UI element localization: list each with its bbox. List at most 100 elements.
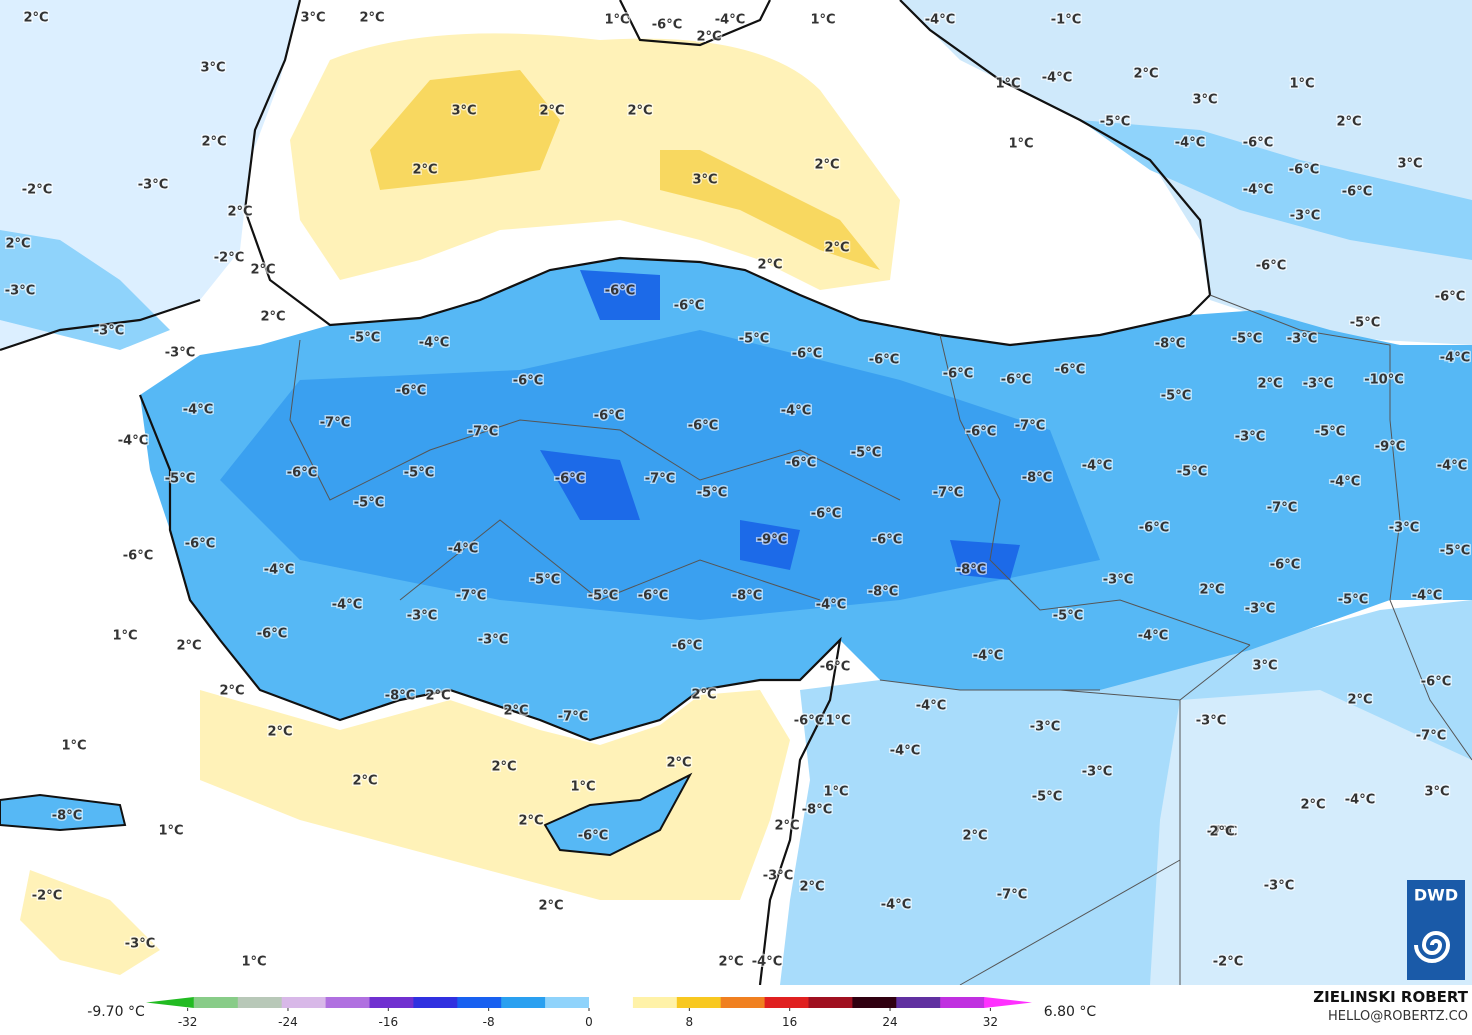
turkey-coldest (540, 270, 1020, 580)
temp-label: -2°C (32, 889, 62, 904)
temp-label: 2°C (539, 104, 564, 119)
temp-label: -4°C (264, 563, 294, 578)
temp-label: -6°C (605, 284, 635, 299)
temp-label: -6°C (966, 425, 996, 440)
crimea (619, 0, 771, 47)
logo-text: DWD (1414, 886, 1458, 905)
temp-label: -7°C (645, 472, 675, 487)
temp-label: -5°C (1053, 609, 1083, 624)
temp-label: -8°C (732, 589, 762, 604)
temp-label: 2°C (1209, 825, 1234, 840)
temp-label: -8°C (1155, 337, 1185, 352)
colorbar-segment (808, 997, 853, 1008)
temp-label: -7°C (933, 486, 963, 501)
warm-med (200, 690, 790, 900)
temp-label: -6°C (869, 353, 899, 368)
temp-label: -7°C (1015, 419, 1045, 434)
colorbar-end (984, 997, 1032, 1008)
temp-label: -7°C (1207, 825, 1237, 840)
colorbar-segment (632, 997, 678, 1008)
colorbar-segment (545, 997, 590, 1008)
temp-label: -2°C (22, 183, 52, 198)
temp-label: -6°C (123, 549, 153, 564)
temp-label: -4°C (973, 649, 1003, 664)
temp-label: -3°C (94, 324, 124, 339)
temp-label: 2°C (201, 135, 226, 150)
temp-label: -5°C (404, 466, 434, 481)
temp-label: 2°C (23, 11, 48, 26)
temp-label: 2°C (824, 241, 849, 256)
temp-label: -6°C (185, 537, 215, 552)
temp-label: -4°C (1138, 629, 1168, 644)
temp-label: 3°C (1252, 659, 1277, 674)
temp-label: -7°C (1416, 729, 1446, 744)
temp-label: -4°C (419, 336, 449, 351)
labels: 2°C 3°C 2°C 1°C -6°C -4°C 2°C 1°C -4°C -1°C 3°C 1°C… (3, 9, 1471, 971)
temp-label: -5°C (1315, 425, 1345, 440)
colorbar-segment (501, 997, 546, 1008)
temp-label: 1°C (570, 780, 595, 795)
temp-label: -6°C (786, 456, 816, 471)
temp-label: -6°C (555, 472, 585, 487)
caucasus-cold (1080, 120, 1472, 260)
temp-label: -5°C (1032, 790, 1062, 805)
temp-label: -6°C (1055, 363, 1085, 378)
temp-label: 3°C (1397, 157, 1422, 172)
temp-label: -5°C (1440, 544, 1470, 559)
south-coast (0, 298, 842, 986)
temp-label: -8°C (868, 585, 898, 600)
temp-label: -6°C (594, 409, 624, 424)
author: ZIELINSKI ROBERT (1313, 988, 1468, 1006)
colorbar-segment (896, 997, 941, 1008)
temp-label: -3°C (1303, 377, 1333, 392)
temp-label: -3°C (125, 937, 155, 952)
logo-spiral (1414, 931, 1451, 963)
temp-label: -6°C (513, 374, 543, 389)
temp-label: -6°C (794, 714, 824, 729)
colorbar-tick-label: 8 (686, 1015, 694, 1029)
temp-label: 2°C (359, 11, 384, 26)
temp-label: -3°C (1290, 209, 1320, 224)
temp-label: 2°C (1336, 115, 1361, 130)
temp-label: 2°C (518, 814, 543, 829)
temp-label: -1°C (1051, 13, 1081, 28)
temp-label: 2°C (799, 880, 824, 895)
temp-label: -6°C (396, 384, 426, 399)
temp-label: -3°C (478, 633, 508, 648)
temp-label: 2°C (227, 205, 252, 220)
cyprus (543, 772, 693, 857)
colorbar-segment (940, 997, 985, 1008)
temp-label: 1°C (810, 13, 835, 28)
temp-label: -4°C (1175, 136, 1205, 151)
temp-label: -8°C (1022, 471, 1052, 486)
temp-label: -4°C (1437, 459, 1467, 474)
colorbar-segment (369, 997, 414, 1008)
temp-label: -8°C (52, 809, 82, 824)
temp-label: 2°C (814, 158, 839, 173)
temp-label: 1°C (1289, 77, 1314, 92)
temp-label: -9°C (757, 533, 787, 548)
temp-label: -5°C (530, 573, 560, 588)
temp-label: 1°C (61, 739, 86, 754)
temp-label: -3°C (5, 284, 35, 299)
colorbar: -32 -24 -16 -8 0 8 16 24 32 (146, 997, 1032, 1029)
temp-label: -5°C (1100, 115, 1130, 130)
temp-label: -6°C (1421, 675, 1451, 690)
temp-label: -6°C (1256, 259, 1286, 274)
temp-label: 2°C (425, 689, 450, 704)
colorbar-segment (281, 997, 327, 1008)
temp-label: 2°C (503, 704, 528, 719)
temp-label: 1°C (825, 714, 850, 729)
temp-label: 1°C (112, 629, 137, 644)
temp-label: 3°C (1192, 93, 1217, 108)
temp-label: -7°C (997, 888, 1027, 903)
colorbar-segment (589, 997, 634, 1008)
temp-label: 2°C (176, 639, 201, 654)
temp-label: 2°C (1199, 583, 1224, 598)
temp-label: -4°C (183, 403, 213, 418)
temp-label: 2°C (1347, 693, 1372, 708)
temp-label: -8°C (956, 563, 986, 578)
colorbar-end (146, 997, 194, 1008)
temp-label: 2°C (412, 163, 437, 178)
temp-label: -4°C (448, 542, 478, 557)
